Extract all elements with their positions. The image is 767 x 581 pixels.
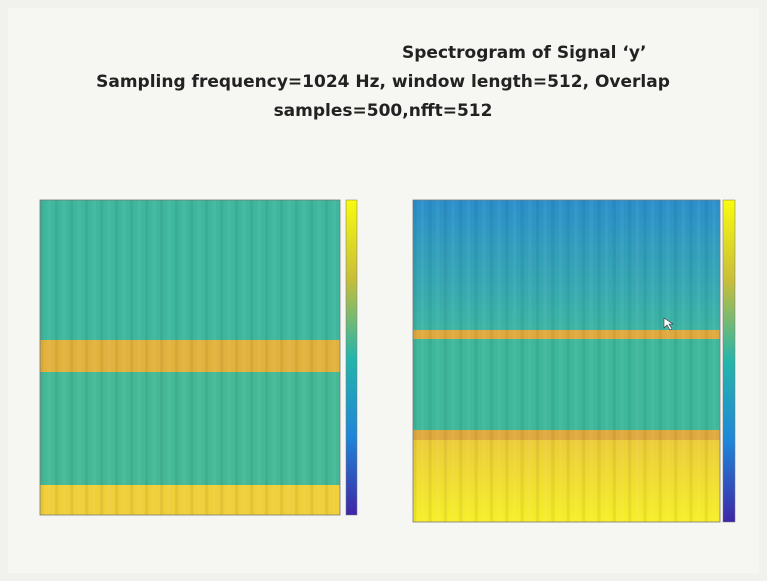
stripe bbox=[257, 200, 261, 515]
stripe bbox=[581, 200, 586, 522]
stripe bbox=[220, 200, 224, 515]
stripe bbox=[325, 200, 329, 515]
stripe bbox=[612, 200, 617, 522]
stripe bbox=[459, 200, 463, 522]
stripe bbox=[696, 200, 701, 522]
stripe bbox=[512, 200, 517, 522]
stripe bbox=[152, 200, 156, 515]
stripe bbox=[160, 200, 164, 515]
stripe bbox=[474, 200, 478, 522]
stripe bbox=[597, 200, 601, 522]
stripe bbox=[85, 200, 89, 515]
stripe bbox=[130, 200, 134, 515]
stripe bbox=[558, 200, 563, 522]
stripe bbox=[137, 200, 141, 515]
stripe bbox=[604, 200, 609, 522]
stripe bbox=[250, 200, 254, 515]
stripe bbox=[528, 200, 532, 522]
stripe bbox=[436, 200, 440, 522]
stripe bbox=[643, 200, 647, 522]
stripe bbox=[482, 200, 486, 522]
stripe bbox=[443, 200, 448, 522]
stripe bbox=[658, 200, 663, 522]
stripe bbox=[451, 200, 455, 522]
stripe bbox=[497, 200, 501, 522]
stripe bbox=[205, 200, 209, 515]
stripe bbox=[100, 200, 104, 515]
stripe bbox=[302, 200, 306, 515]
stripe bbox=[650, 200, 655, 522]
stripe bbox=[122, 200, 126, 515]
stripe bbox=[280, 200, 284, 515]
stripe bbox=[489, 200, 494, 522]
stripe bbox=[520, 200, 524, 522]
stripe bbox=[543, 200, 547, 522]
stripe bbox=[235, 200, 239, 515]
stripe bbox=[175, 200, 179, 515]
stripe bbox=[505, 200, 509, 522]
stripe bbox=[666, 200, 670, 522]
stripe bbox=[566, 200, 570, 522]
stripe bbox=[620, 200, 624, 522]
stripe bbox=[704, 200, 709, 522]
stripe bbox=[635, 200, 640, 522]
cursor bbox=[663, 317, 674, 331]
stripe bbox=[40, 200, 44, 515]
stripe bbox=[689, 200, 693, 522]
stripe bbox=[466, 200, 471, 522]
stripe bbox=[272, 200, 276, 515]
title-line: Spectrogram of Signal ‘y’ bbox=[402, 43, 646, 63]
stripe bbox=[70, 200, 74, 515]
stripe bbox=[551, 200, 555, 522]
stripe bbox=[62, 200, 66, 515]
stripe bbox=[212, 200, 216, 515]
stripe bbox=[265, 200, 269, 515]
stripe bbox=[317, 200, 321, 515]
stripe bbox=[197, 200, 201, 515]
stripe bbox=[589, 200, 593, 522]
colorbar bbox=[722, 199, 736, 523]
stripe bbox=[428, 200, 432, 522]
stripe bbox=[145, 200, 149, 515]
stripe bbox=[413, 200, 417, 522]
stripe bbox=[535, 200, 540, 522]
stripe bbox=[242, 200, 246, 515]
stripe bbox=[673, 200, 678, 522]
stripe bbox=[681, 200, 686, 522]
stripe bbox=[167, 200, 171, 515]
title-line: samples=500,nfft=512 bbox=[274, 101, 493, 121]
stripe bbox=[55, 200, 59, 515]
stripe bbox=[627, 200, 632, 522]
stripe bbox=[295, 200, 299, 515]
stripe bbox=[182, 200, 186, 515]
spectrogram-right bbox=[412, 199, 721, 523]
stripe bbox=[47, 200, 51, 515]
stripe bbox=[227, 200, 231, 515]
stripe bbox=[107, 200, 111, 515]
stripe bbox=[287, 200, 291, 515]
stripe bbox=[115, 200, 119, 515]
stripe bbox=[712, 200, 716, 522]
stripe bbox=[190, 200, 194, 515]
stripe bbox=[92, 200, 96, 515]
stripe bbox=[574, 200, 578, 522]
spectrogram-left bbox=[39, 199, 341, 516]
title-line: Sampling frequency=1024 Hz, window lengt… bbox=[96, 72, 670, 92]
stripe bbox=[332, 200, 336, 515]
colorbar bbox=[345, 199, 358, 516]
stripe bbox=[420, 200, 425, 522]
stripe bbox=[77, 200, 81, 515]
stripe bbox=[310, 200, 314, 515]
